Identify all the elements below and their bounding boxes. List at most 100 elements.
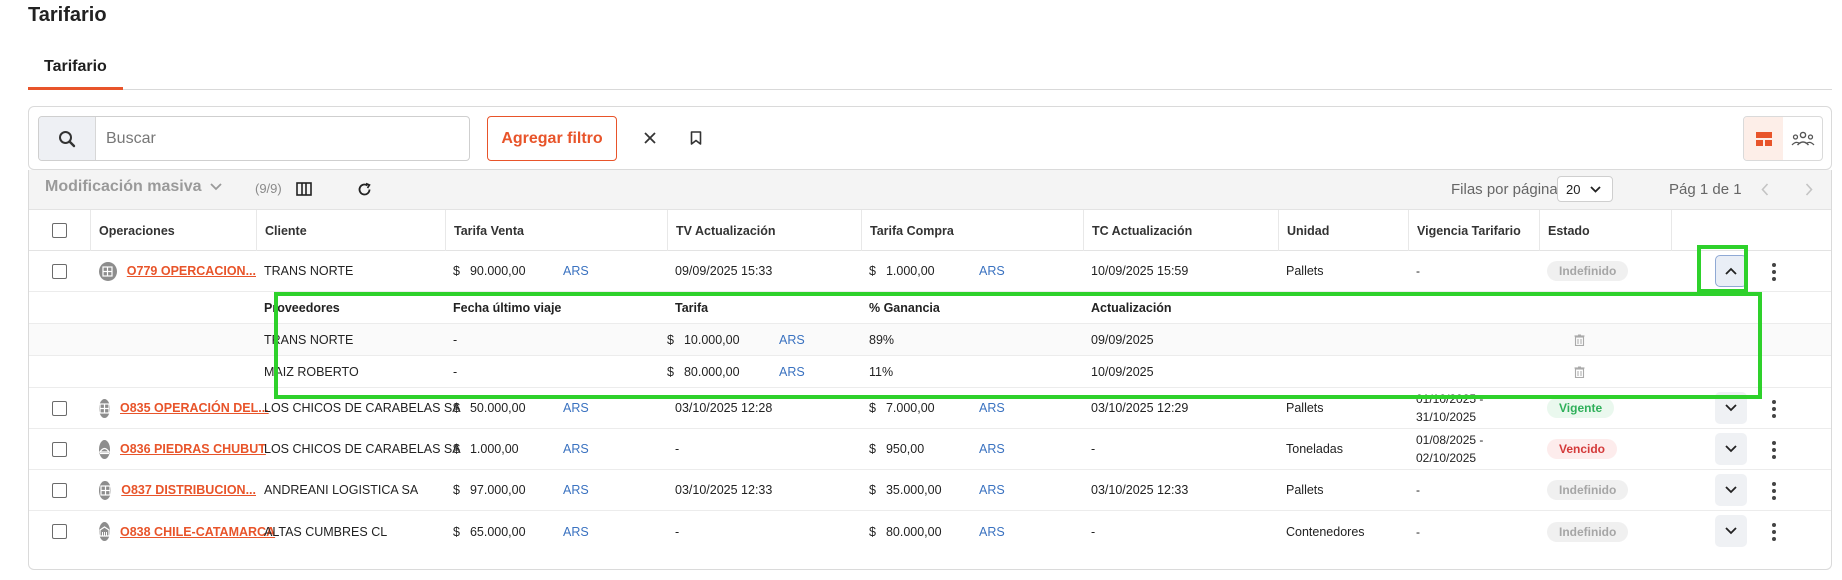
table-row[interactable]: O836 PIEDRAS CHUBUT LOS CHICOS DE CARABE… — [29, 429, 1831, 470]
search-box — [38, 116, 470, 161]
operation-link[interactable]: O779 OPERCACION... — [126, 264, 256, 278]
currency-label: ARS — [563, 442, 589, 456]
currency-sign: $ — [667, 332, 674, 347]
status-badge: Vencido — [1547, 439, 1618, 459]
fecha-cell: - — [453, 364, 458, 379]
vigencia-start: 01/08/2025 - — [1416, 433, 1484, 447]
vigencia-cell: - — [1416, 524, 1420, 539]
search-input[interactable] — [97, 117, 469, 160]
tc-actualizacion-cell: - — [1091, 524, 1096, 539]
rows-per-page-value: 20 — [1566, 181, 1581, 197]
unidad-cell: Pallets — [1286, 401, 1324, 415]
chevron-down-icon — [209, 183, 222, 191]
subcolumn-proveedores: Proveedores — [264, 300, 340, 315]
tarifa-compra-value: 80.000,00 — [885, 524, 942, 539]
row-menu-icon[interactable] — [1769, 261, 1779, 283]
pallet-icon — [99, 261, 117, 281]
delete-icon[interactable] — [1572, 333, 1586, 347]
column-header-tarifa-compra[interactable]: Tarifa Compra — [861, 210, 1083, 251]
expand-row-button[interactable] — [1715, 433, 1747, 465]
currency-label: ARS — [563, 483, 589, 497]
subtable-row: MAIZ ROBERTO - $80.000,00 ARS 11% 10/09/2… — [29, 356, 1831, 388]
currency-sign: $ — [869, 442, 876, 456]
tarifa-value: 80.000,00 — [683, 364, 740, 379]
table-row[interactable]: O837 DISTRIBUCION... ANDREANI LOGISTICA … — [29, 470, 1831, 511]
table-row[interactable]: O838 CHILE-CATAMARCA ALTAS CUMBRES CL $6… — [29, 511, 1831, 552]
chevron-down-icon — [1725, 445, 1737, 453]
add-filter-button[interactable]: Agregar filtro — [487, 116, 617, 161]
tab-tarifario[interactable]: Tarifario — [28, 52, 123, 90]
currency-label: ARS — [563, 264, 589, 278]
tarifa-value: 10.000,00 — [683, 332, 740, 347]
row-checkbox[interactable] — [52, 263, 67, 279]
table-row[interactable]: O779 OPERCACION... TRANS NORTE $90.000,0… — [29, 251, 1831, 292]
operation-link[interactable]: O837 DISTRIBUCION... — [121, 483, 256, 497]
row-menu-icon[interactable] — [1769, 439, 1779, 461]
chevron-down-icon — [1590, 185, 1602, 193]
row-menu-icon[interactable] — [1769, 521, 1779, 543]
column-header-estado[interactable]: Estado — [1539, 210, 1671, 251]
operation-link[interactable]: O838 CHILE-CATAMARCA — [120, 524, 276, 539]
collapse-row-button[interactable] — [1715, 255, 1747, 287]
currency-sign: $ — [453, 524, 460, 539]
subcolumn-tarifa: Tarifa — [675, 300, 709, 315]
currency-label: ARS — [563, 401, 589, 415]
operation-link[interactable]: O835 OPERACIÓN DEL... — [120, 401, 269, 415]
column-header-tarifa-venta[interactable]: Tarifa Venta — [445, 210, 667, 251]
subcolumn-actualizacion: Actualización — [1091, 300, 1172, 315]
currency-label: ARS — [779, 332, 805, 347]
search-icon[interactable] — [39, 117, 96, 160]
tc-actualizacion-cell: 03/10/2025 12:33 — [1091, 483, 1189, 497]
refresh-icon[interactable] — [355, 180, 373, 198]
column-header-tc-actualizacion[interactable]: TC Actualización — [1083, 210, 1278, 251]
expand-row-button[interactable] — [1715, 392, 1747, 424]
row-checkbox[interactable] — [52, 400, 67, 416]
subcolumn-fecha: Fecha último viaje — [453, 300, 562, 315]
delete-icon[interactable] — [1572, 365, 1586, 379]
row-menu-icon[interactable] — [1769, 398, 1779, 420]
bookmark-icon[interactable] — [685, 127, 707, 149]
selection-count: (9/9) — [255, 181, 282, 196]
mass-edit-button[interactable]: Modificación masiva — [45, 178, 222, 196]
tarifa-compra-value: 7.000,00 — [885, 401, 935, 415]
vigencia-cell: - — [1416, 264, 1420, 278]
currency-label: ARS — [563, 524, 589, 539]
column-header-cliente[interactable]: Cliente — [256, 210, 445, 251]
rows-per-page-select[interactable]: 20 — [1557, 176, 1613, 202]
table-header: Operaciones Cliente Tarifa Venta TV Actu… — [29, 210, 1831, 251]
table-view-icon[interactable] — [1744, 117, 1783, 160]
tarifa-venta-value: 50.000,00 — [469, 401, 526, 415]
select-all-checkbox[interactable] — [52, 223, 67, 238]
proveedor-cell: MAIZ ROBERTO — [264, 364, 359, 379]
column-header-tv-actualizacion[interactable]: TV Actualización — [667, 210, 861, 251]
tarifa-venta-value: 65.000,00 — [469, 524, 526, 539]
row-checkbox[interactable] — [52, 524, 67, 539]
expand-row-button[interactable] — [1715, 515, 1747, 547]
operation-link[interactable]: O836 PIEDRAS CHUBUT — [120, 442, 266, 456]
next-page-icon[interactable] — [1801, 181, 1817, 197]
fecha-cell: - — [453, 332, 458, 347]
table-row[interactable]: O835 OPERACIÓN DEL... LOS CHICOS DE CARA… — [29, 388, 1831, 429]
expand-row-button[interactable] — [1715, 474, 1747, 506]
currency-label: ARS — [979, 442, 1005, 456]
group-view-icon[interactable] — [1783, 117, 1822, 160]
page-title: Tarifario — [28, 4, 107, 26]
rows-per-page-label: Filas por página — [1451, 181, 1558, 198]
tarifa-compra-value: 35.000,00 — [885, 483, 942, 497]
row-checkbox[interactable] — [52, 441, 67, 457]
column-header-vigencia[interactable]: Vigencia Tarifario — [1408, 210, 1539, 251]
grid-toolbar: Modificación masiva (9/9) Filas por pági… — [29, 170, 1831, 210]
chevron-down-icon — [1725, 486, 1737, 494]
currency-sign: $ — [453, 483, 460, 497]
columns-icon[interactable] — [295, 180, 313, 198]
currency-sign: $ — [453, 401, 460, 415]
column-header-operaciones[interactable]: Operaciones — [90, 210, 256, 251]
cliente-cell: ALTAS CUMBRES CL — [264, 524, 388, 539]
clear-filters-icon[interactable] — [639, 127, 661, 149]
prev-page-icon[interactable] — [1757, 181, 1773, 197]
row-menu-icon[interactable] — [1769, 480, 1779, 502]
tarifa-venta-value: 90.000,00 — [469, 264, 526, 278]
row-checkbox[interactable] — [52, 482, 67, 498]
column-header-unidad[interactable]: Unidad — [1278, 210, 1408, 251]
actualizacion-cell: 10/09/2025 — [1091, 364, 1154, 379]
